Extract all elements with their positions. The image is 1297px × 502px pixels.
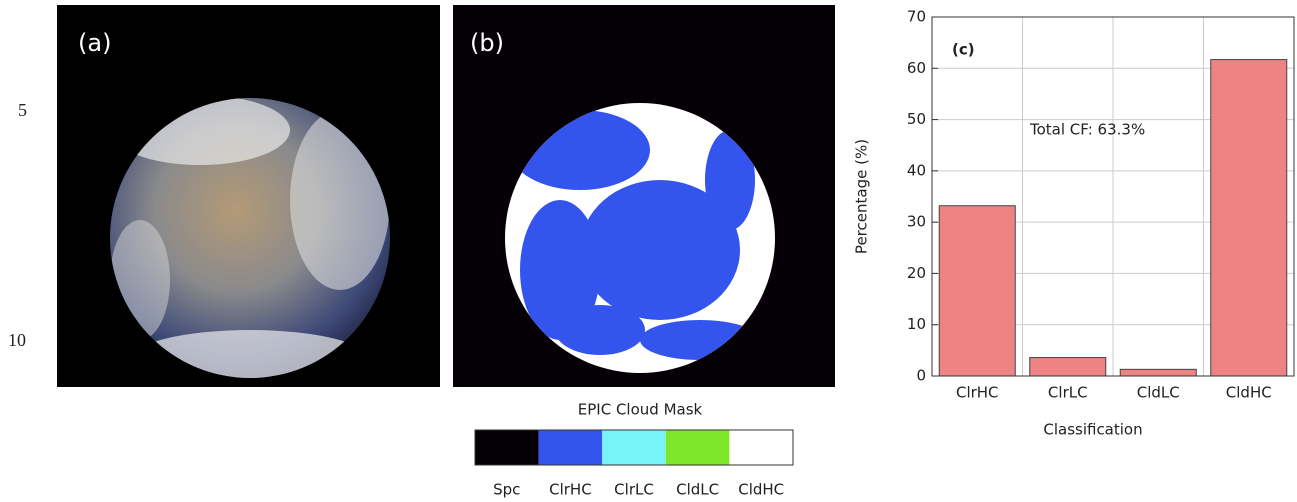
panel-label: (a): [78, 29, 111, 57]
y-tick-label: 40: [907, 161, 926, 179]
y-tick-label: 0: [916, 367, 926, 385]
colorbar-cell: [538, 430, 603, 465]
colorbar-label: ClrLC: [614, 481, 654, 499]
colorbar-frame: [474, 429, 794, 466]
y-tick-label: 10: [907, 315, 926, 333]
colorbar-label: Spc: [493, 481, 520, 499]
y-axis-label: Percentage (%): [853, 139, 871, 254]
bar: [1119, 368, 1197, 377]
y-tick-label: 50: [907, 110, 926, 128]
chart-title: (c): [952, 41, 975, 59]
line-number: 5: [18, 100, 27, 120]
x-tick-label: ClrHC: [956, 384, 999, 402]
y-tick-label: 20: [907, 264, 926, 282]
x-tick-label: ClrLC: [1048, 384, 1088, 402]
colorbar-cell: [729, 430, 793, 465]
mask-regions: [510, 110, 760, 360]
panel-label: (b): [470, 29, 504, 57]
colorbar-label: CldHC: [738, 481, 784, 499]
colorbar-label: CldLC: [676, 481, 719, 499]
y-tick-label: 60: [907, 59, 926, 77]
x-tick-label: CldLC: [1137, 384, 1180, 402]
bar: [1210, 59, 1288, 377]
colorbar-cell: [665, 430, 730, 465]
plot-frame: [931, 16, 1295, 377]
colorbar-cell: [602, 430, 666, 465]
x-tick-label: CldHC: [1226, 384, 1272, 402]
x-axis-label: Classification: [1043, 421, 1142, 439]
colorbar-title: EPIC Cloud Mask: [578, 401, 703, 419]
bar: [1029, 357, 1107, 377]
colorbar-label: ClrHC: [549, 481, 592, 499]
annotation: Total CF: 63.3%: [1029, 121, 1145, 139]
colorbar-cell: [475, 430, 539, 465]
line-number: 10: [8, 330, 26, 350]
y-tick-label: 70: [907, 8, 926, 26]
bar: [938, 205, 1016, 377]
y-tick-label: 30: [907, 213, 926, 231]
